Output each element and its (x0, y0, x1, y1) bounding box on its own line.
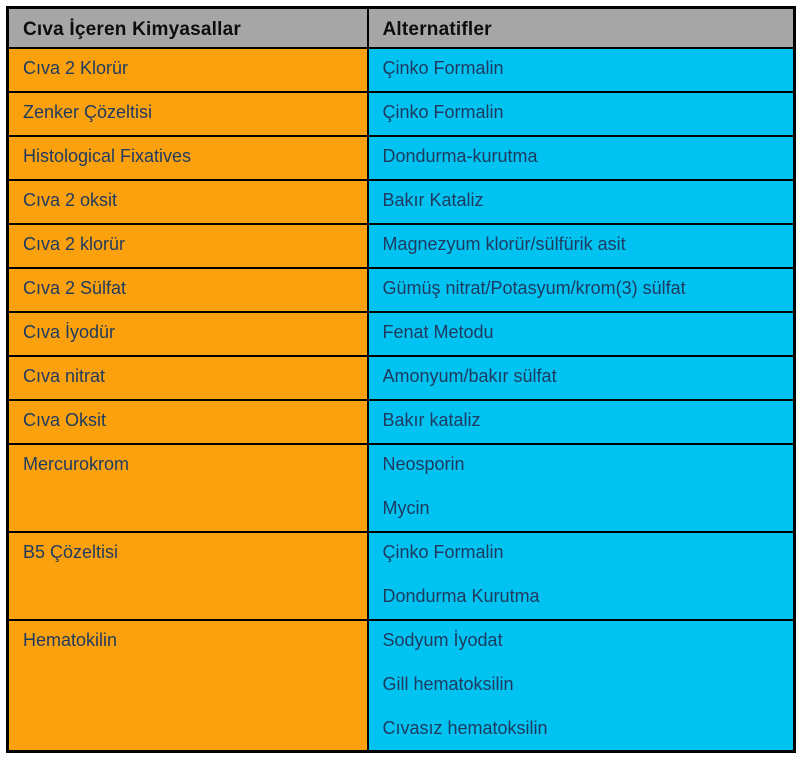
chemical-cell: Histological Fixatives (6, 134, 369, 181)
cell-text: Çinko Formalin (382, 101, 504, 122)
cell-text: Neosporin (382, 453, 465, 474)
alternatives-cell: Neosporin Mycin (366, 442, 796, 533)
chemical-cell: Cıva Oksit (6, 398, 369, 445)
cell-text: Çinko Formalin (382, 57, 504, 78)
chemical-cell: Cıva 2 Sülfat (6, 266, 369, 313)
chemical-cell: Cıva 2 Klorür (6, 46, 369, 93)
chemical-cell: Cıva İyodür (6, 310, 369, 357)
table-row: Cıva 2 oksit Bakır Kataliz (6, 178, 796, 225)
table-row: Cıva İyodür Fenat Metodu (6, 310, 796, 357)
table-body: Cıva 2 Klorür Çinko Formalin Zenker Çöze… (6, 46, 796, 753)
cell-text: Zenker Çözeltisi (23, 101, 153, 122)
alternatives-cell: Bakır Kataliz (366, 178, 796, 225)
cell-text: Dondurma Kurutma (382, 585, 540, 606)
chemical-cell: Cıva 2 oksit (6, 178, 369, 225)
chemical-cell: Mercurokrom (6, 442, 369, 533)
cell-text: Gümüş nitrat/Potasyum/krom(3) sülfat (382, 277, 686, 298)
cell-text: Dondurma-kurutma (382, 145, 538, 166)
cell-text: Cıva Oksit (23, 409, 107, 430)
table-row: Histological Fixatives Dondurma-kurutma (6, 134, 796, 181)
cell-text: Bakır kataliz (382, 409, 481, 430)
chemical-cell: Zenker Çözeltisi (6, 90, 369, 137)
table-row: Zenker Çözeltisi Çinko Formalin (6, 90, 796, 137)
cell-text: B5 Çözeltisi (23, 541, 119, 562)
cell-text: Fenat Metodu (382, 321, 494, 342)
cell-text: Cıva İyodür (23, 321, 116, 342)
table-row: Cıva 2 Klorür Çinko Formalin (6, 46, 796, 93)
table-row: B5 Çözeltisi Çinko Formalin Dondurma Kuru… (6, 530, 796, 621)
alternatives-cell: Magnezyum klorür/sülfürik asit (366, 222, 796, 269)
cell-text: Sodyum İyodat (382, 629, 503, 650)
chemical-cell: Cıva nitrat (6, 354, 369, 401)
table-row: Cıva Oksit Bakır kataliz (6, 398, 796, 445)
chemicals-alternatives-table: Cıva İçeren Kimyasallar Alternatifler Cı… (6, 6, 796, 753)
alternatives-cell: Amonyum/bakır sülfat (366, 354, 796, 401)
header-chemicals: Cıva İçeren Kimyasallar (6, 6, 369, 49)
table-row: Mercurokrom Neosporin Mycin (6, 442, 796, 533)
alternatives-cell: Bakır kataliz (366, 398, 796, 445)
alternatives-cell: Fenat Metodu (366, 310, 796, 357)
alternatives-cell: Sodyum İyodat Gill hematoksilin Cıvasız he… (366, 618, 796, 753)
chemical-cell: Hematokilin (6, 618, 369, 753)
alternatives-cell: Çinko Formalin (366, 90, 796, 137)
cell-text: Hematokilin (23, 629, 118, 650)
alternatives-cell: Çinko Formalin (366, 46, 796, 93)
cell-text: Cıvasız hematoksilin (382, 717, 548, 738)
alternatives-cell: Dondurma-kurutma (366, 134, 796, 181)
table-header: Cıva İçeren Kimyasallar Alternatifler (6, 6, 796, 49)
alternatives-cell: Çinko Formalin Dondurma Kurutma (366, 530, 796, 621)
cell-text: Histological Fixatives (23, 145, 192, 166)
chemical-cell: B5 Çözeltisi (6, 530, 369, 621)
cell-text: Cıva 2 klorür (23, 233, 126, 254)
cell-text: Amonyum/bakır sülfat (382, 365, 557, 386)
cell-text: Cıva 2 Sülfat (23, 277, 127, 298)
table-row: Hematokilin Sodyum İyodat Gill hematoksil… (6, 618, 796, 753)
cell-text: Mercurokrom (23, 453, 130, 474)
table-row: Cıva nitrat Amonyum/bakır sülfat (6, 354, 796, 401)
header-row: Cıva İçeren Kimyasallar Alternatifler (6, 6, 796, 49)
cell-text: Bakır Kataliz (382, 189, 484, 210)
cell-text: Cıva 2 Klorür (23, 57, 129, 78)
cell-text: Çinko Formalin (382, 541, 504, 562)
chemical-cell: Cıva 2 klorür (6, 222, 369, 269)
cell-text: Mycin (382, 497, 430, 518)
header-alternatives: Alternatifler (366, 6, 796, 49)
table-row: Cıva 2 klorür Magnezyum klorür/sülfürik … (6, 222, 796, 269)
alternatives-cell: Gümüş nitrat/Potasyum/krom(3) sülfat (366, 266, 796, 313)
table-row: Cıva 2 Sülfat Gümüş nitrat/Potasyum/krom… (6, 266, 796, 313)
cell-text: Gill hematoksilin (382, 673, 514, 694)
cell-text: Cıva nitrat (23, 365, 106, 386)
cell-text: Magnezyum klorür/sülfürik asit (382, 233, 626, 254)
cell-text: Cıva 2 oksit (23, 189, 118, 210)
